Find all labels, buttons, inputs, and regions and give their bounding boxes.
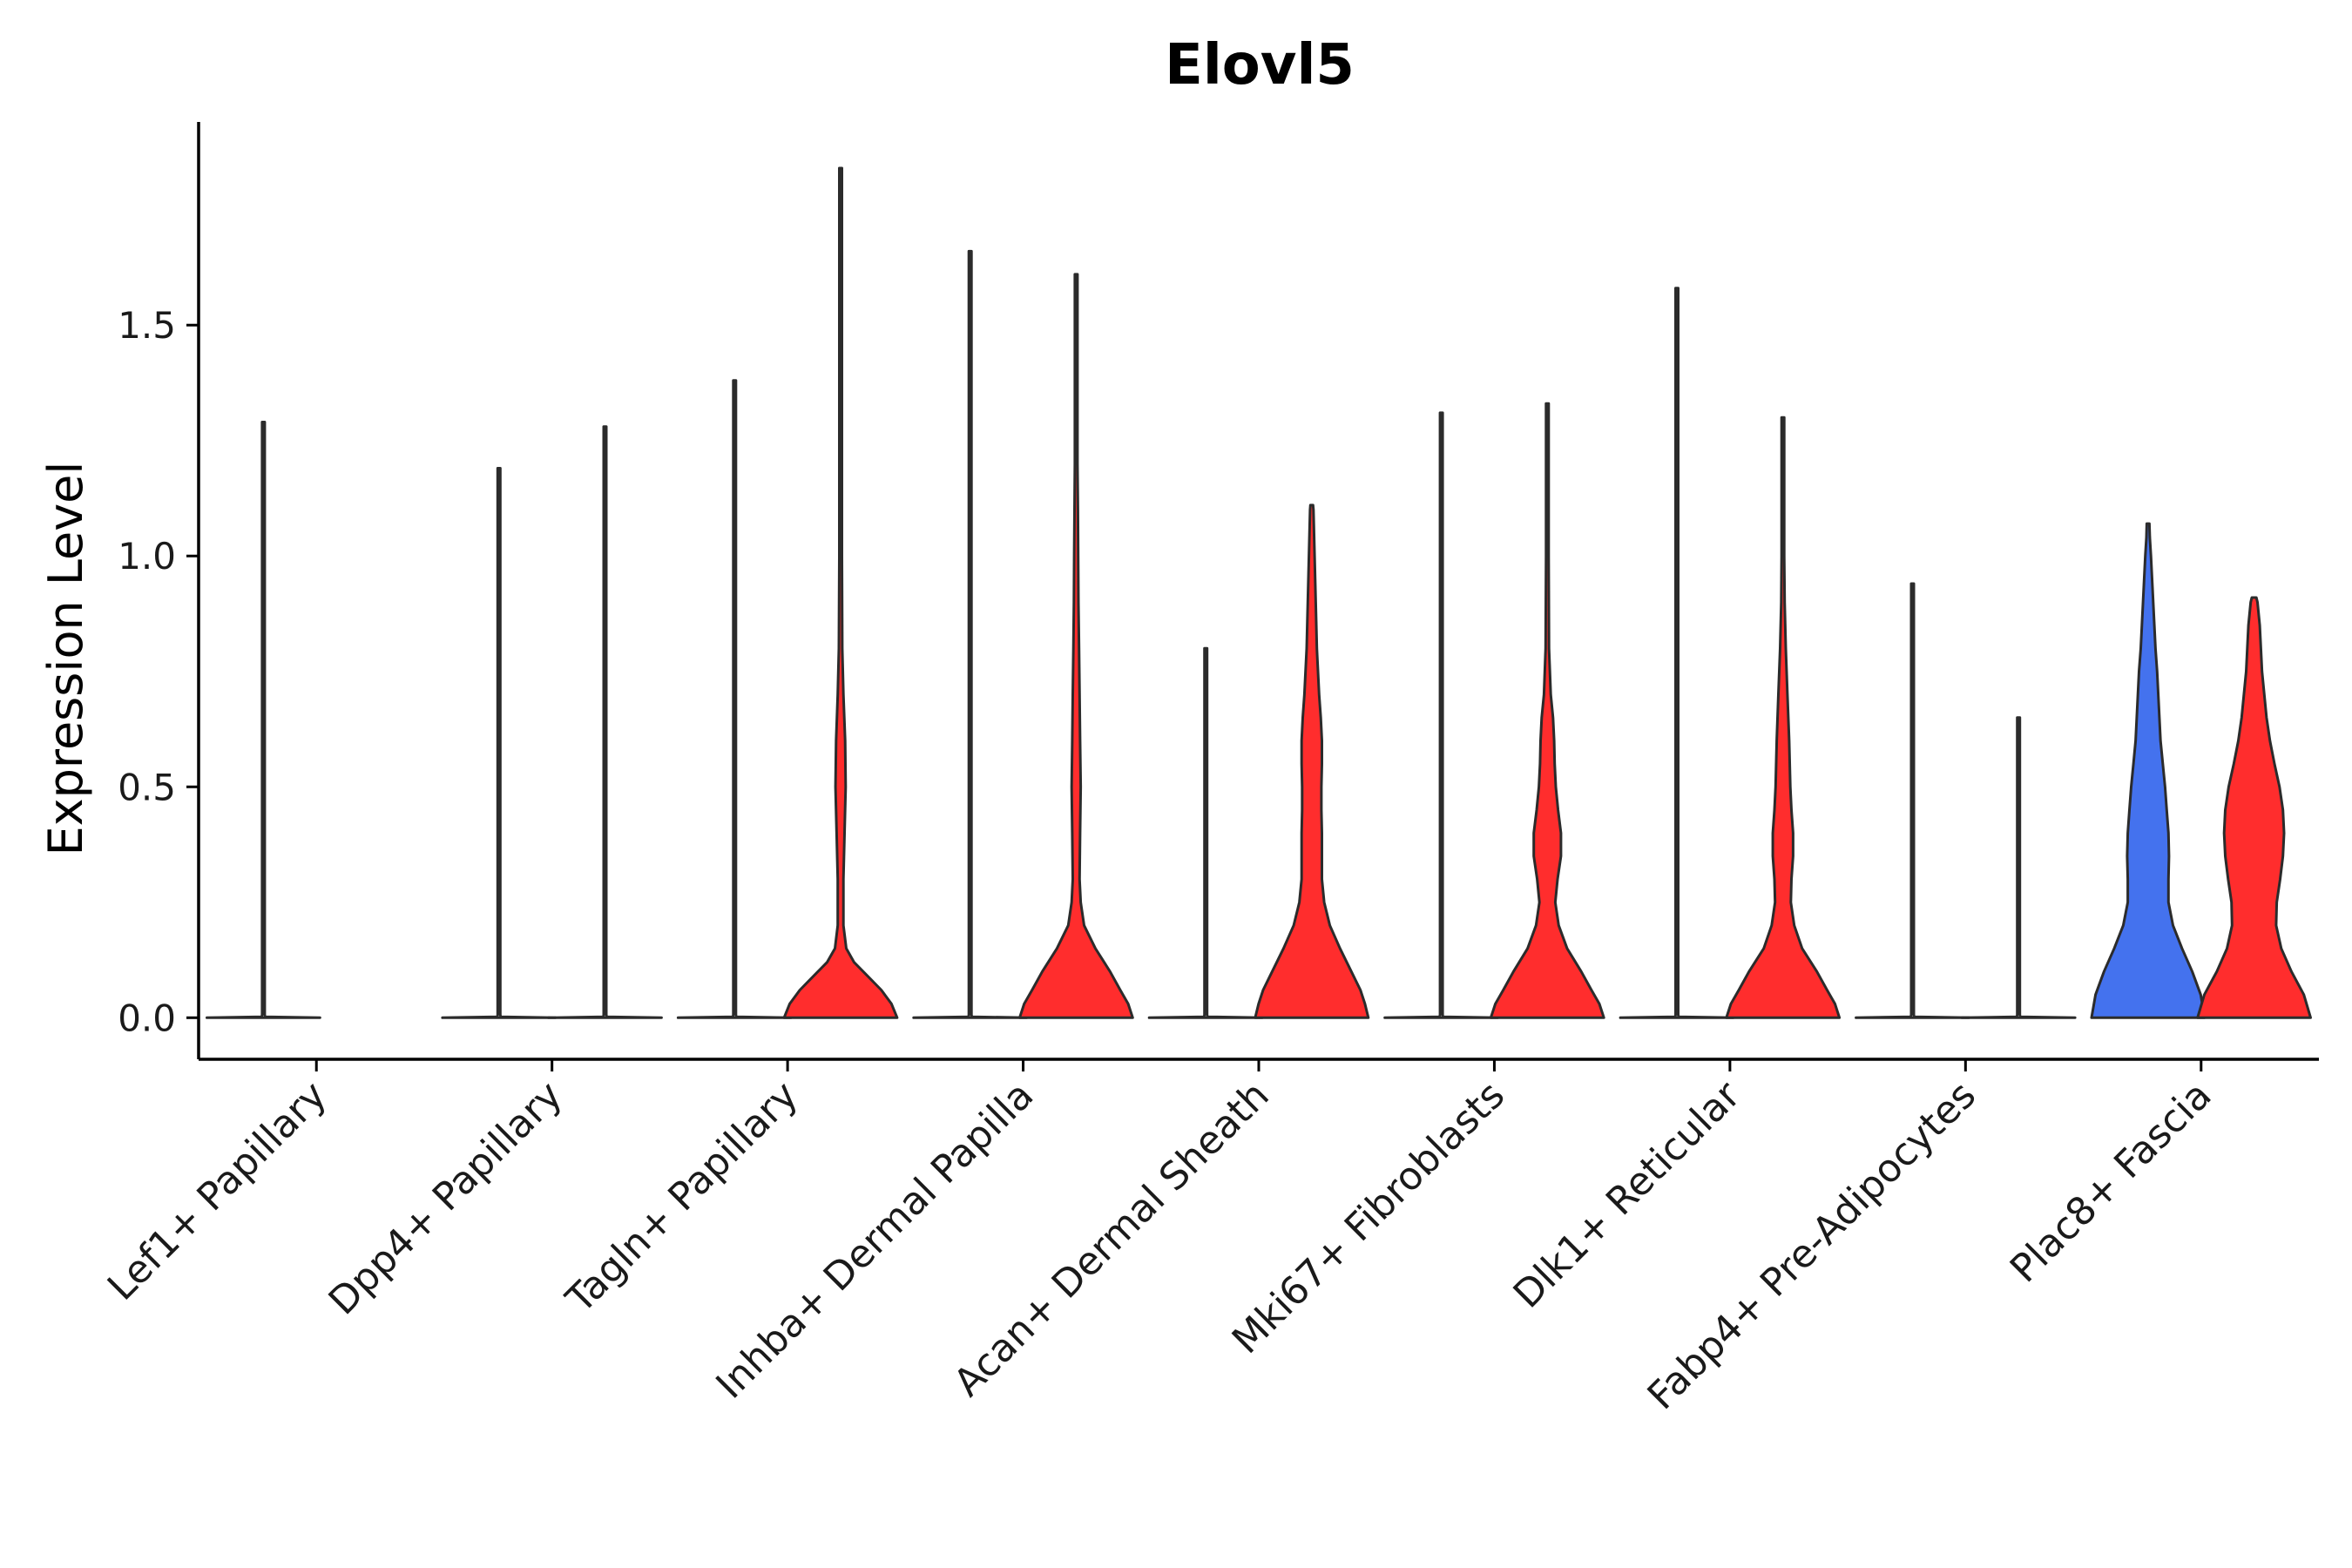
y-axis-ticks: 0.0 0.5 1.0 1.5: [118, 304, 199, 1039]
x-tick-label: Dlk1+ Reticular: [1505, 1072, 1750, 1317]
violin-lef1-papillary-left: [206, 421, 321, 1019]
violin-tagln-papillary-right: [782, 166, 899, 1019]
chart-title: Elovl5: [1165, 33, 1355, 98]
y-axis-label: Expression Level: [38, 462, 93, 856]
violin-mki67-fibroblasts-right: [1489, 402, 1605, 1019]
violin-dlk1-reticular-left: [1619, 287, 1735, 1019]
violin-fabp4-pre-adipocytes-right: [1960, 716, 2077, 1019]
violin-acan-dermal-sheath-right: [1254, 504, 1370, 1019]
y-tick-label: 0.5: [118, 766, 176, 808]
x-tick-label: Dpp4+ Papillary: [321, 1073, 571, 1324]
axes: [197, 122, 2319, 1061]
violin-dlk1-reticular-right: [1725, 416, 1842, 1019]
x-tick-label: Lef1+ Papillary: [99, 1073, 335, 1309]
violin-plac8-fascia-right: [2196, 596, 2312, 1019]
y-tick-label: 1.0: [118, 535, 176, 578]
y-tick-label: 0.0: [118, 997, 176, 1039]
violin-plac8-fascia-left: [2090, 522, 2207, 1019]
x-tick-label: Plac8+ Fascia: [2002, 1073, 2220, 1292]
violin-inhba-dermal-papilla-right: [1018, 273, 1134, 1019]
x-tick-label: Tagln+ Papillary: [558, 1073, 807, 1322]
violin-acan-dermal-sheath-left: [1147, 646, 1264, 1019]
y-tick-label: 1.5: [118, 304, 176, 347]
violin-dpp4-papillary-right: [547, 425, 663, 1019]
violin-mki67-fibroblasts-left: [1383, 411, 1499, 1019]
violin-tagln-papillary-left: [676, 379, 793, 1019]
violin-layer: [206, 166, 2312, 1019]
violin-dpp4-papillary-left: [441, 467, 558, 1019]
violin-inhba-dermal-papilla-left: [912, 249, 1029, 1019]
violin-fabp4-pre-adipocytes-left: [1855, 582, 1970, 1019]
x-tick-label: Mki67+ Fibroblasts: [1224, 1073, 1513, 1362]
